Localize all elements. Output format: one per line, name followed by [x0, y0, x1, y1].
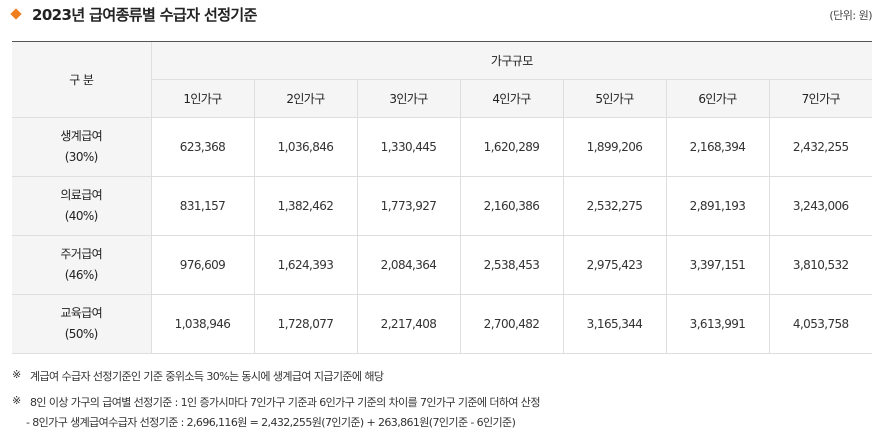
row-header: 생계급여 (30%)	[12, 117, 151, 177]
benefit-percent: (46%)	[64, 268, 99, 282]
benefit-percent: (50%)	[64, 327, 99, 341]
table-cell: 2,217,408	[356, 294, 460, 354]
table-cell: 2,532,275	[562, 176, 666, 236]
unit-label: (단위: 원)	[829, 9, 872, 22]
table-cell: 1,899,206	[562, 117, 666, 177]
table-cell: 2,538,453	[459, 235, 563, 295]
table-cell: 623,368	[150, 117, 254, 177]
table-cell: 1,036,846	[253, 117, 357, 177]
table-cell: 1,382,462	[253, 176, 357, 236]
benefit-percent: (30%)	[64, 150, 99, 164]
table-cell: 2,160,386	[459, 176, 563, 236]
table-cell: 1,330,445	[356, 117, 460, 177]
column-header: 4인가구	[459, 79, 563, 118]
table-cell: 3,165,344	[562, 294, 666, 354]
table-cell: 1,624,393	[253, 235, 357, 295]
table-cell: 2,432,255	[768, 117, 873, 177]
benefit-percent: (40%)	[64, 209, 99, 223]
table-cell: 1,038,946	[150, 294, 254, 354]
footnote-text: 계급여 수급자 선정기준인 기준 중위소득 30%는 동시에 생계급여 지급기준…	[30, 370, 384, 383]
table-cell: 976,609	[150, 235, 254, 295]
table-cell: 831,157	[150, 176, 254, 236]
benefit-name: 생계급여	[60, 129, 103, 143]
table-cell: 1,773,927	[356, 176, 460, 236]
footnotes: ※ 계급여 수급자 선정기준인 기준 중위소득 30%는 동시에 생계급여 지급…	[12, 368, 872, 430]
table-cell: 2,084,364	[356, 235, 460, 295]
column-header: 3인가구	[356, 79, 460, 118]
table-cell: 2,975,423	[562, 235, 666, 295]
table-cell: 2,891,193	[665, 176, 769, 236]
table-cell: 3,810,532	[768, 235, 873, 295]
table-cell: 2,700,482	[459, 294, 563, 354]
footnote: ※ 계급여 수급자 선정기준인 기준 중위소득 30%는 동시에 생계급여 지급…	[12, 368, 872, 384]
table-cell: 1,728,077	[253, 294, 357, 354]
criteria-table: 구 분 가구규모 1인가구 2인가구 3인가구 4인가구 5인가구 6인가구 7…	[12, 41, 873, 354]
table-cell: 3,613,991	[665, 294, 769, 354]
table-cell: 1,620,289	[459, 117, 563, 177]
benefit-name: 교육급여	[60, 306, 103, 320]
column-header: 6인가구	[665, 79, 769, 118]
column-header: 7인가구	[768, 79, 873, 118]
row-header: 주거급여 (46%)	[12, 235, 151, 295]
table-row: 의료급여 (40%) 831,157 1,382,462 1,773,927 2,…	[12, 176, 873, 236]
table-row: 생계급여 (30%) 623,368 1,036,846 1,330,445 1,…	[12, 117, 873, 177]
table-cell: 2,168,394	[665, 117, 769, 177]
column-header: 5인가구	[562, 79, 666, 118]
page-header: 2023년 급여종류별 수급자 선정기준 (단위: 원)	[10, 4, 872, 24]
table-cell: 3,243,006	[768, 176, 873, 236]
reference-mark-icon: ※	[12, 368, 21, 381]
table-cell: 4,053,758	[768, 294, 873, 354]
row-header: 교육급여 (50%)	[12, 294, 151, 354]
column-header-row: 1인가구 2인가구 3인가구 4인가구 5인가구 6인가구 7인가구	[12, 79, 873, 118]
table-row: 교육급여 (50%) 1,038,946 1,728,077 2,217,408 …	[12, 294, 873, 354]
footnote-text: 8인 이상 가구의 급여별 선정기준 : 1인 증가시마다 7인가구 기준과 6…	[30, 396, 540, 409]
page-title: 2023년 급여종류별 수급자 선정기준	[32, 6, 257, 24]
footnote: ※ 8인 이상 가구의 급여별 선정기준 : 1인 증가시마다 7인가구 기준과…	[12, 394, 872, 410]
benefit-name: 주거급여	[60, 247, 103, 261]
orange-diamond-icon	[10, 8, 22, 20]
table-row: 주거급여 (46%) 976,609 1,624,393 2,084,364 2,…	[12, 235, 873, 295]
benefit-name: 의료급여	[60, 188, 103, 202]
row-header: 의료급여 (40%)	[12, 176, 151, 236]
column-header: 1인가구	[150, 79, 254, 118]
corner-header: 구 분	[12, 41, 151, 118]
column-header: 2인가구	[253, 79, 357, 118]
household-size-header: 가구규모	[150, 41, 873, 80]
reference-mark-icon: ※	[12, 394, 21, 407]
table-cell: 3,397,151	[665, 235, 769, 295]
footnote-example: - 8인가구 생계급여수급자 선정기준 : 2,696,116원 = 2,432…	[26, 416, 516, 429]
